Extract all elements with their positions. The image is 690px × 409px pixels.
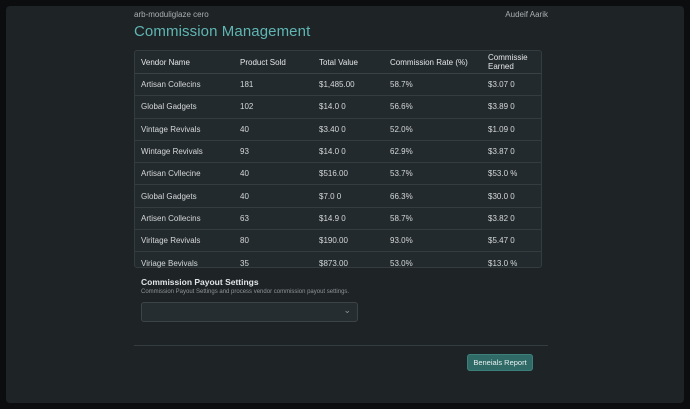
table-row[interactable]: Vintage Revivals 40 $3.40 0 52.0% $1.09 … <box>135 118 541 141</box>
vendor-cell: Viritage Revivals <box>135 229 234 253</box>
vendor-cell: Viriage Bevivals <box>141 258 198 268</box>
earned-cell: $3.07 0 <box>482 73 541 97</box>
column-header-vendor: Vendor Name <box>135 51 234 74</box>
table-row[interactable]: Viriage Bevivals 35 $873.00 53.0% $13.0 … <box>135 252 541 274</box>
table-row[interactable]: Wintage Revivals 93 $14.0 0 62.9% $3.87 … <box>135 140 541 164</box>
table-row[interactable]: Viritage Revivals 80 $190.00 93.0% $5.47… <box>135 229 541 253</box>
earned-cell: $53.0 % <box>482 162 541 186</box>
payout-settings-select[interactable]: ⌄ <box>141 302 358 322</box>
rate-cell: 58.7% <box>384 207 482 231</box>
earned-cell: $30.0 0 <box>482 184 541 208</box>
total-cell: $14.9 0 <box>313 207 384 231</box>
commission-table: Vendor Name Product Sold Total Value Com… <box>134 50 542 268</box>
report-button[interactable]: Beneials Report <box>467 354 533 371</box>
chevron-down-icon: ⌄ <box>343 305 351 315</box>
product-cell: 93 <box>234 140 313 164</box>
table-row[interactable]: Artisan Collecins 181 $1,485.00 58.7% $3… <box>135 73 541 97</box>
column-header-product: Product Sold <box>234 51 313 74</box>
earned-cell: $3.87 0 <box>482 140 541 164</box>
total-cell: $3.40 0 <box>313 118 384 141</box>
payout-settings-title: Commission Payout Settings <box>141 277 259 287</box>
table-row[interactable]: Artisan Cvllecine 40 $516.00 53.7% $53.0… <box>135 162 541 186</box>
page-title: Commission Management <box>134 23 311 40</box>
footer-divider <box>134 345 548 346</box>
total-cell: $516.00 <box>313 162 384 186</box>
payout-settings-description: Commission Payout Settings and process v… <box>141 289 350 295</box>
rate-cell: 62.9% <box>384 140 482 164</box>
table-row[interactable]: Artisen Collecins 63 $14.9 0 58.7% $3.82… <box>135 207 541 231</box>
rate-cell: 53.7% <box>384 162 482 186</box>
product-cell: 63 <box>234 207 313 231</box>
table-row[interactable]: Global Gadgets 40 $7.0 0 66.3% $30.0 0 <box>135 184 541 208</box>
total-cell: $190.00 <box>313 229 384 253</box>
earned-cell: $5.47 0 <box>482 229 541 253</box>
vendor-cell: Global Gadgets <box>135 95 234 119</box>
earned-cell: $3.82 0 <box>482 207 541 231</box>
total-cell: $873.00 <box>319 258 348 268</box>
rate-cell: 53.0% <box>390 258 413 268</box>
product-cell: 40 <box>234 118 313 141</box>
rate-cell: 66.3% <box>384 184 482 208</box>
vendor-cell: Global Gadgets <box>135 184 234 208</box>
column-header-rate: Commission Rate (%) <box>384 51 482 74</box>
brand-name[interactable]: arb-moduliglaze cero <box>134 10 209 19</box>
vendor-cell: Vintage Revivals <box>135 118 234 141</box>
rate-cell: 58.7% <box>384 73 482 97</box>
product-cell: 80 <box>234 229 313 253</box>
table-header-row: Vendor Name Product Sold Total Value Com… <box>135 51 541 74</box>
product-cell: 40 <box>234 162 313 186</box>
column-header-total: Total Value <box>313 51 384 74</box>
table-row[interactable]: Global Gadgets 102 $14.0 0 56.6% $3.89 0 <box>135 95 541 119</box>
total-cell: $14.0 0 <box>313 140 384 164</box>
earned-cell: $1.09 0 <box>482 118 541 141</box>
product-cell: 181 <box>234 73 313 97</box>
vendor-cell: Artisan Cvllecine <box>135 162 234 186</box>
user-name[interactable]: Audeif Aarik <box>505 10 548 19</box>
top-bar: arb-moduliglaze cero Audeif Aarik <box>134 10 548 24</box>
total-cell: $14.0 0 <box>313 95 384 119</box>
column-header-earned: Commissie Earned <box>482 51 541 74</box>
product-cell: 102 <box>234 95 313 119</box>
vendor-cell: Artisan Collecins <box>135 73 234 97</box>
product-cell: 35 <box>240 258 249 268</box>
earned-cell: $13.0 % <box>488 258 518 268</box>
total-cell: $1,485.00 <box>313 73 384 97</box>
rate-cell: 93.0% <box>384 229 482 253</box>
product-cell: 40 <box>234 184 313 208</box>
earned-cell: $3.89 0 <box>482 95 541 119</box>
rate-cell: 52.0% <box>384 118 482 141</box>
total-cell: $7.0 0 <box>313 184 384 208</box>
rate-cell: 56.6% <box>384 95 482 119</box>
vendor-cell: Wintage Revivals <box>135 140 234 164</box>
vendor-cell: Artisen Collecins <box>135 207 234 231</box>
